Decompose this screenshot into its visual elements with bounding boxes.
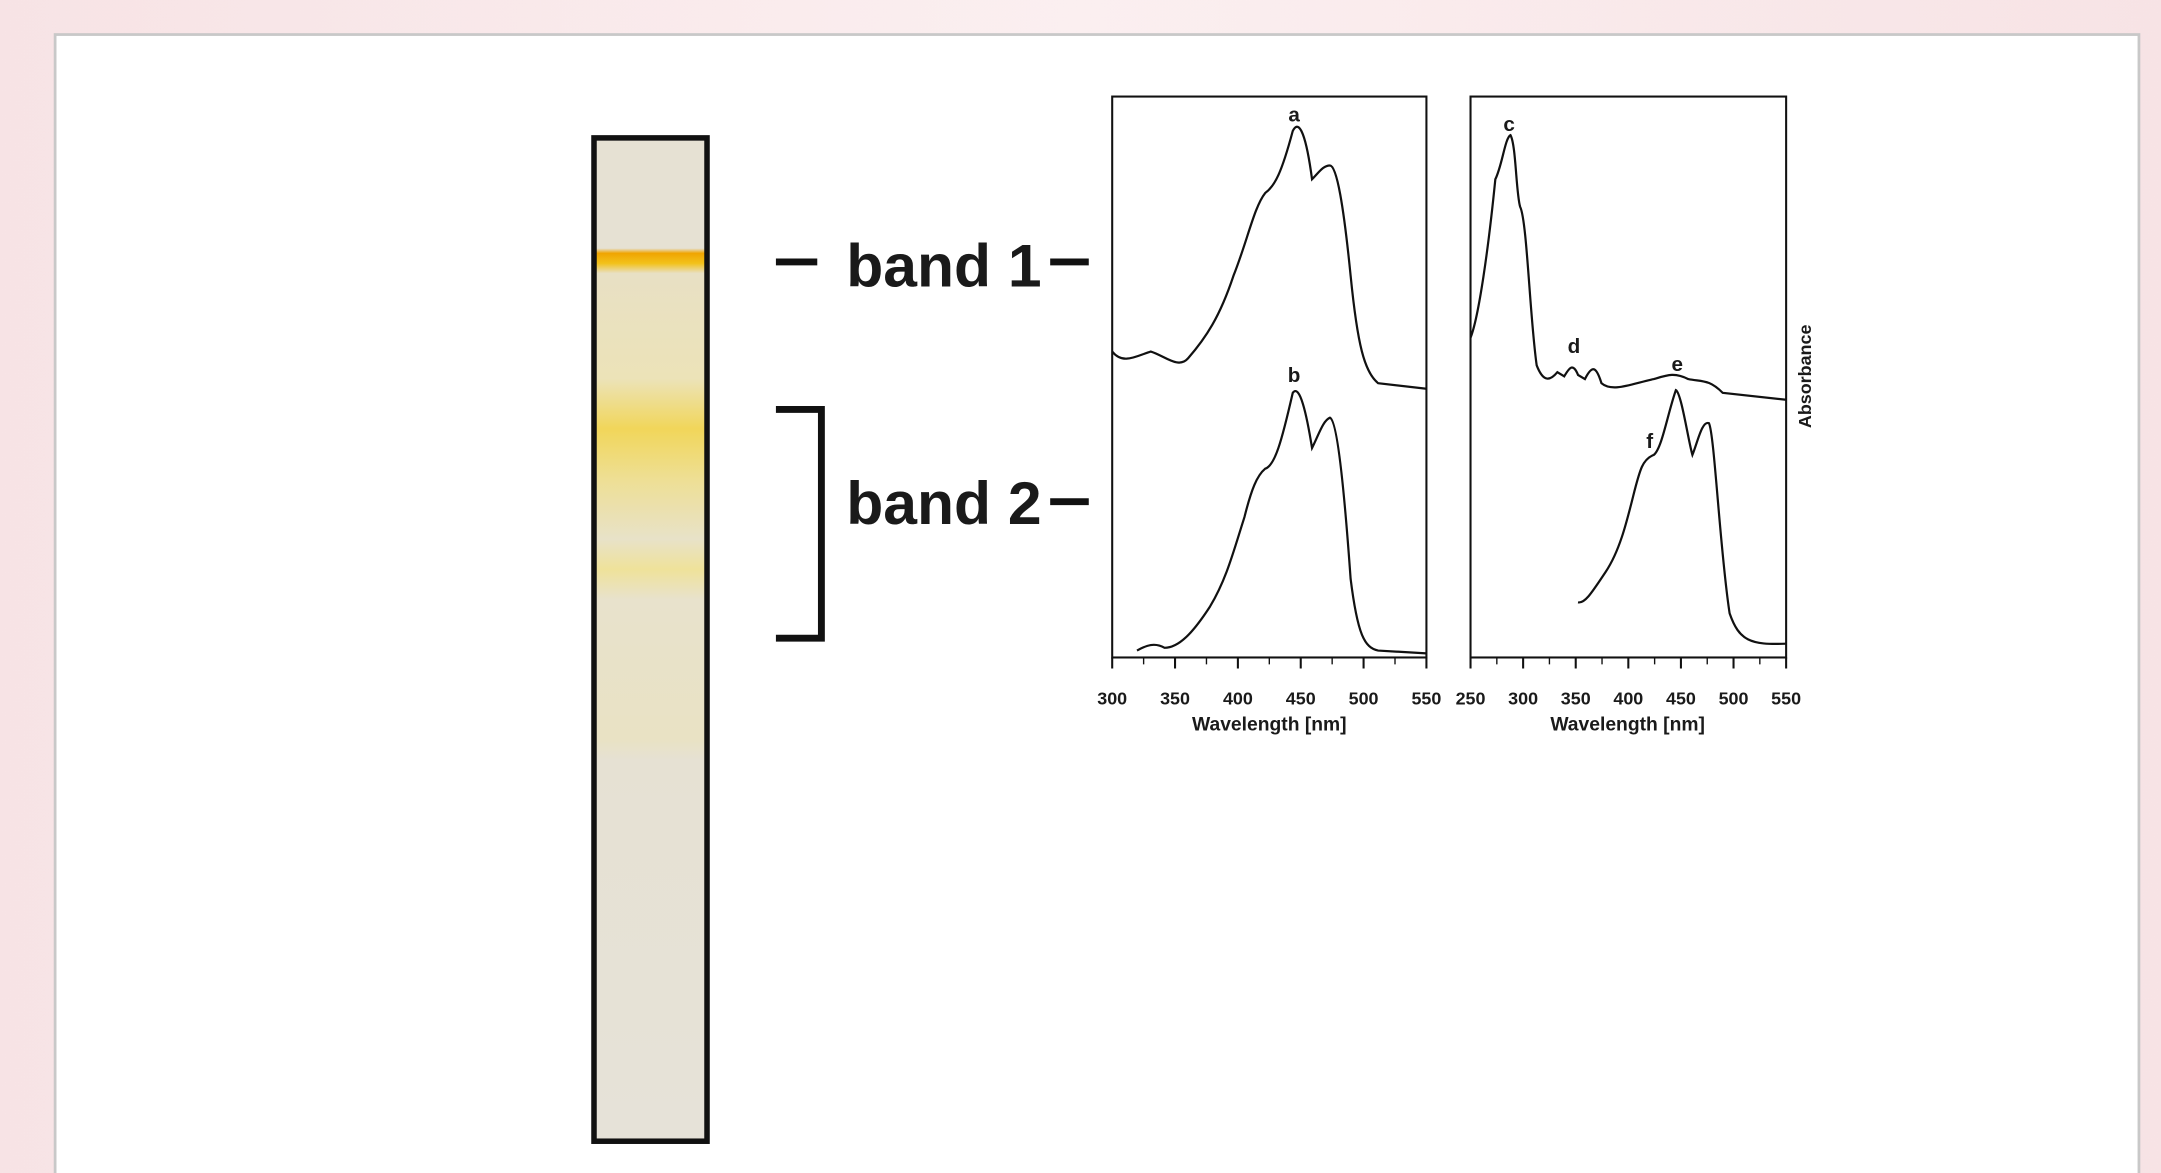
band-label: band 2 — [846, 469, 1041, 537]
x-tick-label: 500 — [1349, 688, 1379, 708]
peak-label: f — [1646, 430, 1653, 453]
peak-label: e — [1672, 353, 1684, 376]
x-tick-label: 400 — [1223, 688, 1253, 708]
peak-label: a — [1288, 103, 1300, 126]
spectrum-curve — [1136, 389, 1427, 655]
peak-label: b — [1288, 364, 1301, 387]
x-tick-label: 450 — [1286, 688, 1316, 708]
spectrum-curve — [1577, 388, 1787, 646]
panel — [53, 33, 2141, 1173]
axis-label: Absorbance — [1795, 325, 1815, 429]
x-tick-label: 300 — [1508, 688, 1538, 708]
x-tick-label: 450 — [1666, 688, 1696, 708]
peak-label: d — [1568, 335, 1581, 358]
band-bracket — [775, 405, 825, 642]
x-tick-label: 550 — [1771, 688, 1801, 708]
x-tick-label: 500 — [1719, 688, 1749, 708]
spectrum-curve — [1111, 125, 1427, 390]
axis-label: Wavelength [nm] — [1192, 715, 1347, 736]
tlc-strip — [591, 135, 710, 1144]
x-tick-label: 350 — [1561, 688, 1591, 708]
x-tick-label: 300 — [1097, 688, 1127, 708]
axis-label: Wavelength [nm] — [1550, 715, 1705, 736]
spectrum-curve — [1469, 133, 1787, 401]
peak-label: c — [1503, 113, 1515, 136]
x-tick-label: 250 — [1456, 688, 1486, 708]
x-tick-label: 350 — [1160, 688, 1190, 708]
x-tick-label: 400 — [1613, 688, 1643, 708]
band-label: band 1 — [846, 232, 1041, 300]
x-tick-label: 550 — [1411, 688, 1441, 708]
